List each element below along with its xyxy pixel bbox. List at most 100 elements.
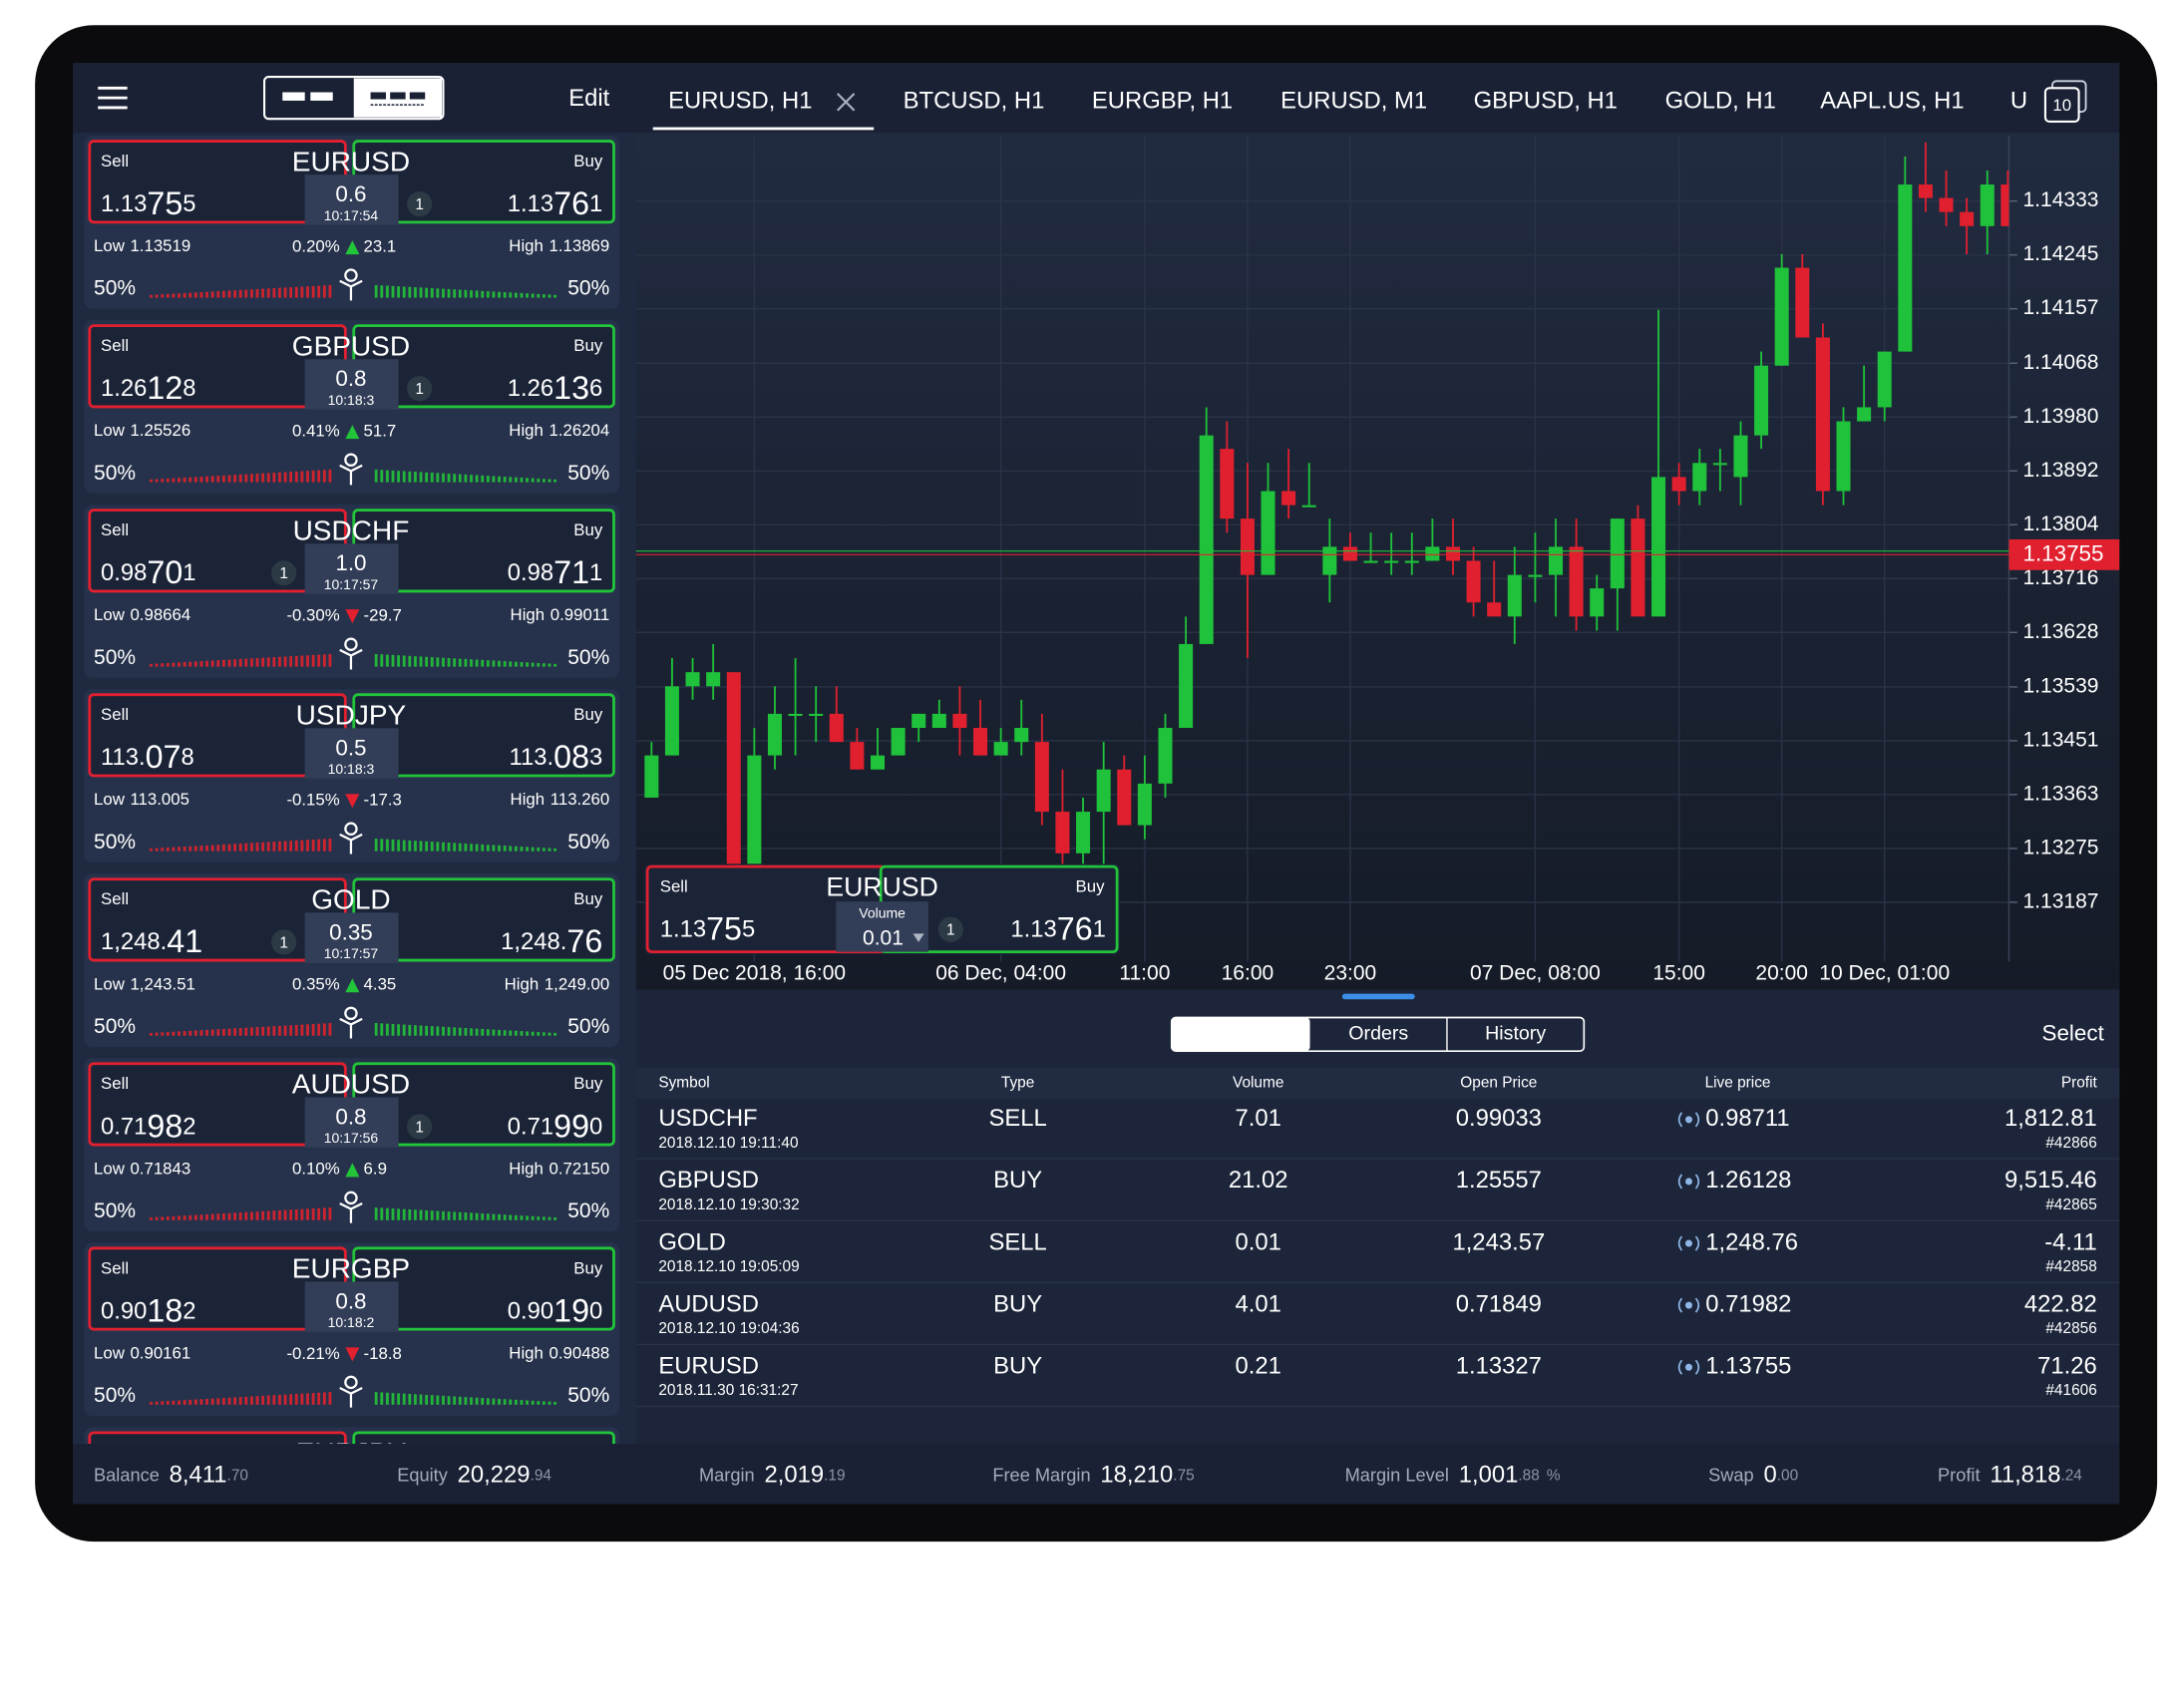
sentiment-tick [453, 289, 457, 298]
sentiment-tick [278, 656, 281, 667]
sentiment-tick [492, 845, 496, 852]
ask-price[interactable]: 0.90190 [508, 1292, 603, 1328]
sentiment-tick [481, 1397, 485, 1405]
low-label: Low [94, 791, 126, 810]
chart-tab[interactable]: EURUSD, M1 [1280, 88, 1427, 115]
chart-tab[interactable]: BTCUSD, H1 [904, 88, 1045, 115]
pips: 51.7 [364, 422, 397, 441]
sentiment-tick [193, 292, 197, 298]
bid-price[interactable]: 0.98701 [101, 554, 196, 590]
sentiment-tick [537, 662, 541, 667]
ask-price[interactable]: 1,248.76 [501, 923, 602, 959]
sentiment-tick [244, 1027, 248, 1036]
tab-count-icon[interactable]: 10 [2043, 80, 2087, 124]
price-part: 98 [147, 1108, 182, 1144]
sentiment-tick [233, 1397, 236, 1405]
sentiment-tick [408, 1024, 412, 1036]
sentiment-tick [520, 292, 524, 298]
sentiment-tick [216, 1398, 220, 1405]
column-header: Volume [1233, 1074, 1283, 1091]
segment-tab[interactable]: Positions (5) [1186, 1023, 1294, 1045]
candle-body [788, 713, 803, 717]
candle-body [644, 755, 659, 798]
chart-tab[interactable]: AAPL.US, H1 [1820, 88, 1964, 115]
sentiment-tick [397, 655, 401, 667]
bid-price[interactable]: 1.13755 [101, 185, 196, 221]
sentiment-tick [317, 1207, 321, 1220]
sentiment-tick [255, 473, 259, 483]
chart-tab[interactable]: U [2010, 88, 2027, 115]
sentiment-tick [447, 1027, 451, 1036]
candle-body [1733, 435, 1748, 478]
chart-tab[interactable]: EURGBP, H1 [1092, 88, 1233, 115]
high-label: High [505, 975, 540, 994]
ticket-badge-count: 1 [946, 922, 955, 939]
sentiment-tick [520, 1031, 524, 1036]
segment-tab[interactable]: Orders [1348, 1023, 1408, 1045]
column-header: Live price [1705, 1074, 1771, 1091]
sentiment-tick [542, 1401, 545, 1405]
edit-button[interactable]: Edit [568, 85, 609, 112]
sentiment-tick [380, 1023, 384, 1036]
buy-label: Buy [573, 1074, 603, 1093]
sentiment-tick [492, 476, 496, 483]
ask-price[interactable]: 0.71990 [508, 1108, 603, 1144]
y-tick-label: 1.13892 [2023, 459, 2099, 482]
live-icon [1677, 1174, 1700, 1190]
candle-body [685, 672, 700, 687]
low-value: 0.71843 [130, 1160, 190, 1179]
pos-profit: 422.82 [2024, 1290, 2097, 1317]
sentiment-tick [414, 1394, 417, 1405]
chart-tab[interactable]: GOLD, H1 [1665, 88, 1776, 115]
layout-toggle[interactable] [262, 76, 445, 121]
bid-price[interactable]: 1.26128 [101, 370, 196, 406]
sentiment-tick [178, 1031, 181, 1036]
sentiment-tick [470, 1212, 473, 1220]
sentiment-tick [397, 840, 401, 852]
sentiment-tick [526, 1031, 529, 1036]
sentiment-tick [238, 843, 242, 852]
bid-price[interactable]: 113.078 [101, 739, 194, 775]
candle-body [1795, 267, 1810, 338]
sentiment-tick [492, 1398, 496, 1405]
pos-type: BUY [993, 1167, 1042, 1194]
chart-tab-active[interactable]: EURUSD, H1 [668, 88, 812, 115]
drag-handle[interactable] [1341, 993, 1415, 1000]
bid-price[interactable]: 0.90182 [101, 1292, 196, 1328]
pos-live: 1.26128 [1705, 1167, 1791, 1194]
summary-value: 1,001.88 [1459, 1462, 1540, 1489]
ask-price[interactable]: 1.26136 [508, 370, 603, 406]
volume[interactable]: 0.01 [863, 927, 904, 950]
y-tick-label: 1.13980 [2023, 405, 2099, 428]
ask-price[interactable]: 0.98711 [508, 554, 603, 590]
sentiment-tick [227, 844, 231, 852]
sentiment-tick [385, 839, 389, 852]
ask-price[interactable]: 1.13761 [508, 185, 603, 221]
value-int: 8,411 [170, 1462, 227, 1489]
sentiment-tick [161, 1032, 165, 1036]
ticket-ask[interactable]: 1.13761 [1010, 910, 1106, 946]
sentiment-icon [339, 833, 363, 854]
ticket-bid[interactable]: 1.13755 [660, 910, 756, 946]
sentiment-tick [397, 1024, 401, 1036]
bid-price[interactable]: 1,248.41 [101, 923, 202, 959]
sentiment-tick [328, 284, 332, 298]
pos-profit: -4.11 [2044, 1228, 2097, 1255]
sentiment-tick [150, 1032, 153, 1036]
menu-icon[interactable] [98, 86, 128, 110]
select-button[interactable]: Select [2042, 1020, 2105, 1045]
chart-tab[interactable]: GBPUSD, H1 [1474, 88, 1618, 115]
sentiment-tick [193, 661, 197, 667]
y-tick-label: 1.13539 [2023, 674, 2099, 697]
bid-price[interactable]: 0.71982 [101, 1108, 196, 1144]
change: 0.20% [292, 237, 340, 256]
ask-price[interactable]: 113.083 [510, 739, 603, 775]
sentiment-tick [453, 658, 457, 667]
quote-time: 10:18:2 [328, 1314, 375, 1330]
sentiment-tick [531, 847, 535, 852]
segment-tab[interactable]: History [1485, 1023, 1546, 1045]
sentiment-tick [182, 847, 186, 852]
spread: 0.8 [335, 1288, 366, 1313]
x-tick-label: 20:00 [1755, 962, 1808, 985]
